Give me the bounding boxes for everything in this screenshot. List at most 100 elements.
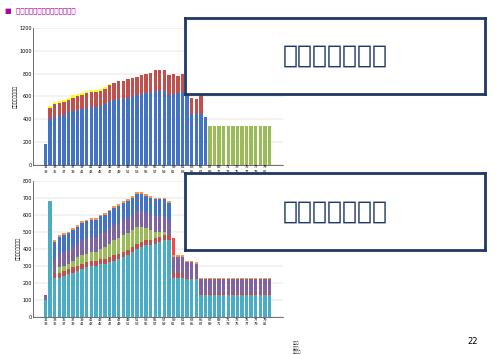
Bar	[76, 225, 80, 227]
Bar	[258, 279, 262, 293]
Bar	[122, 257, 125, 317]
Bar	[254, 293, 258, 295]
Bar	[236, 279, 239, 293]
Bar	[204, 278, 207, 279]
Bar	[108, 257, 111, 262]
Bar	[263, 293, 266, 295]
Bar	[112, 208, 116, 225]
Bar	[104, 88, 106, 104]
Bar	[94, 90, 98, 92]
Bar	[236, 126, 239, 165]
Bar	[122, 220, 125, 235]
Legend: 世帯主年収, 配偶者年収, 退職金合計, 公的年金合計, 保険金(生存給付金), 定期収入, 臨時収入, 児童手当: 世帯主年収, 配偶者年収, 退職金合計, 公的年金合計, 保険金(生存給付金),…	[90, 202, 164, 215]
Bar	[167, 220, 170, 235]
Bar	[58, 273, 61, 278]
Bar	[117, 99, 120, 165]
Bar	[80, 269, 84, 317]
Bar	[126, 256, 130, 317]
Bar	[98, 264, 102, 317]
Bar	[98, 233, 102, 249]
Bar	[98, 259, 102, 264]
Bar	[149, 215, 152, 230]
Bar	[181, 74, 184, 92]
Bar	[172, 278, 175, 317]
Bar	[263, 278, 266, 279]
Bar	[167, 201, 170, 203]
Bar	[258, 293, 262, 295]
Bar	[72, 228, 74, 230]
Bar	[140, 227, 143, 242]
Bar	[158, 199, 162, 216]
Bar	[126, 199, 130, 201]
Bar	[254, 278, 258, 279]
Bar	[154, 244, 157, 317]
Bar	[245, 278, 248, 279]
Bar	[90, 261, 93, 266]
Bar	[190, 98, 194, 114]
Bar	[222, 126, 226, 165]
Bar	[140, 211, 143, 227]
Bar	[176, 278, 180, 317]
Bar	[190, 262, 194, 278]
Text: 世帯主
配偶者
（年齢）: 世帯主 配偶者 （年齢）	[292, 341, 301, 354]
Bar	[140, 247, 143, 317]
Bar	[76, 94, 80, 96]
Bar	[162, 235, 166, 240]
Bar	[226, 293, 230, 295]
Bar	[222, 279, 226, 293]
Bar	[72, 247, 74, 261]
Bar	[66, 269, 70, 274]
Bar	[104, 215, 106, 232]
Bar	[172, 257, 175, 273]
Bar	[104, 264, 106, 317]
Bar	[53, 117, 56, 165]
Bar	[176, 76, 180, 93]
Bar	[98, 215, 102, 216]
Bar	[53, 104, 56, 117]
Bar	[204, 295, 207, 317]
Bar	[240, 295, 244, 317]
Bar	[98, 249, 102, 259]
Bar	[258, 295, 262, 317]
Bar	[231, 278, 234, 279]
Bar	[126, 250, 130, 256]
Bar	[213, 293, 216, 295]
Bar	[122, 203, 125, 220]
Bar	[231, 126, 234, 165]
Text: 年間収入の推移: 年間収入の推移	[282, 44, 388, 68]
Bar	[108, 210, 111, 211]
Bar	[90, 237, 93, 252]
Bar	[231, 295, 234, 317]
Bar	[62, 100, 66, 102]
Bar	[167, 235, 170, 240]
Bar	[62, 266, 66, 271]
Bar	[80, 223, 84, 240]
Bar	[172, 239, 175, 256]
Bar	[117, 239, 120, 254]
Bar	[44, 144, 48, 165]
Bar	[162, 70, 166, 91]
Bar	[245, 126, 248, 165]
Bar	[226, 295, 230, 317]
Bar	[80, 264, 84, 269]
Bar	[194, 262, 198, 264]
Bar	[135, 95, 138, 165]
Bar	[126, 201, 130, 218]
Bar	[176, 256, 180, 257]
Bar	[90, 220, 93, 237]
Bar	[66, 232, 70, 233]
Bar	[94, 252, 98, 261]
Bar	[135, 77, 138, 95]
Bar	[240, 279, 244, 293]
Bar	[62, 115, 66, 165]
Bar	[162, 199, 166, 216]
Bar	[48, 201, 52, 317]
Bar	[94, 237, 98, 252]
Bar	[218, 293, 221, 295]
Bar	[186, 278, 189, 279]
Bar	[85, 222, 88, 239]
Bar	[186, 262, 189, 278]
Bar	[176, 257, 180, 273]
Bar	[130, 247, 134, 252]
Bar	[108, 101, 111, 165]
